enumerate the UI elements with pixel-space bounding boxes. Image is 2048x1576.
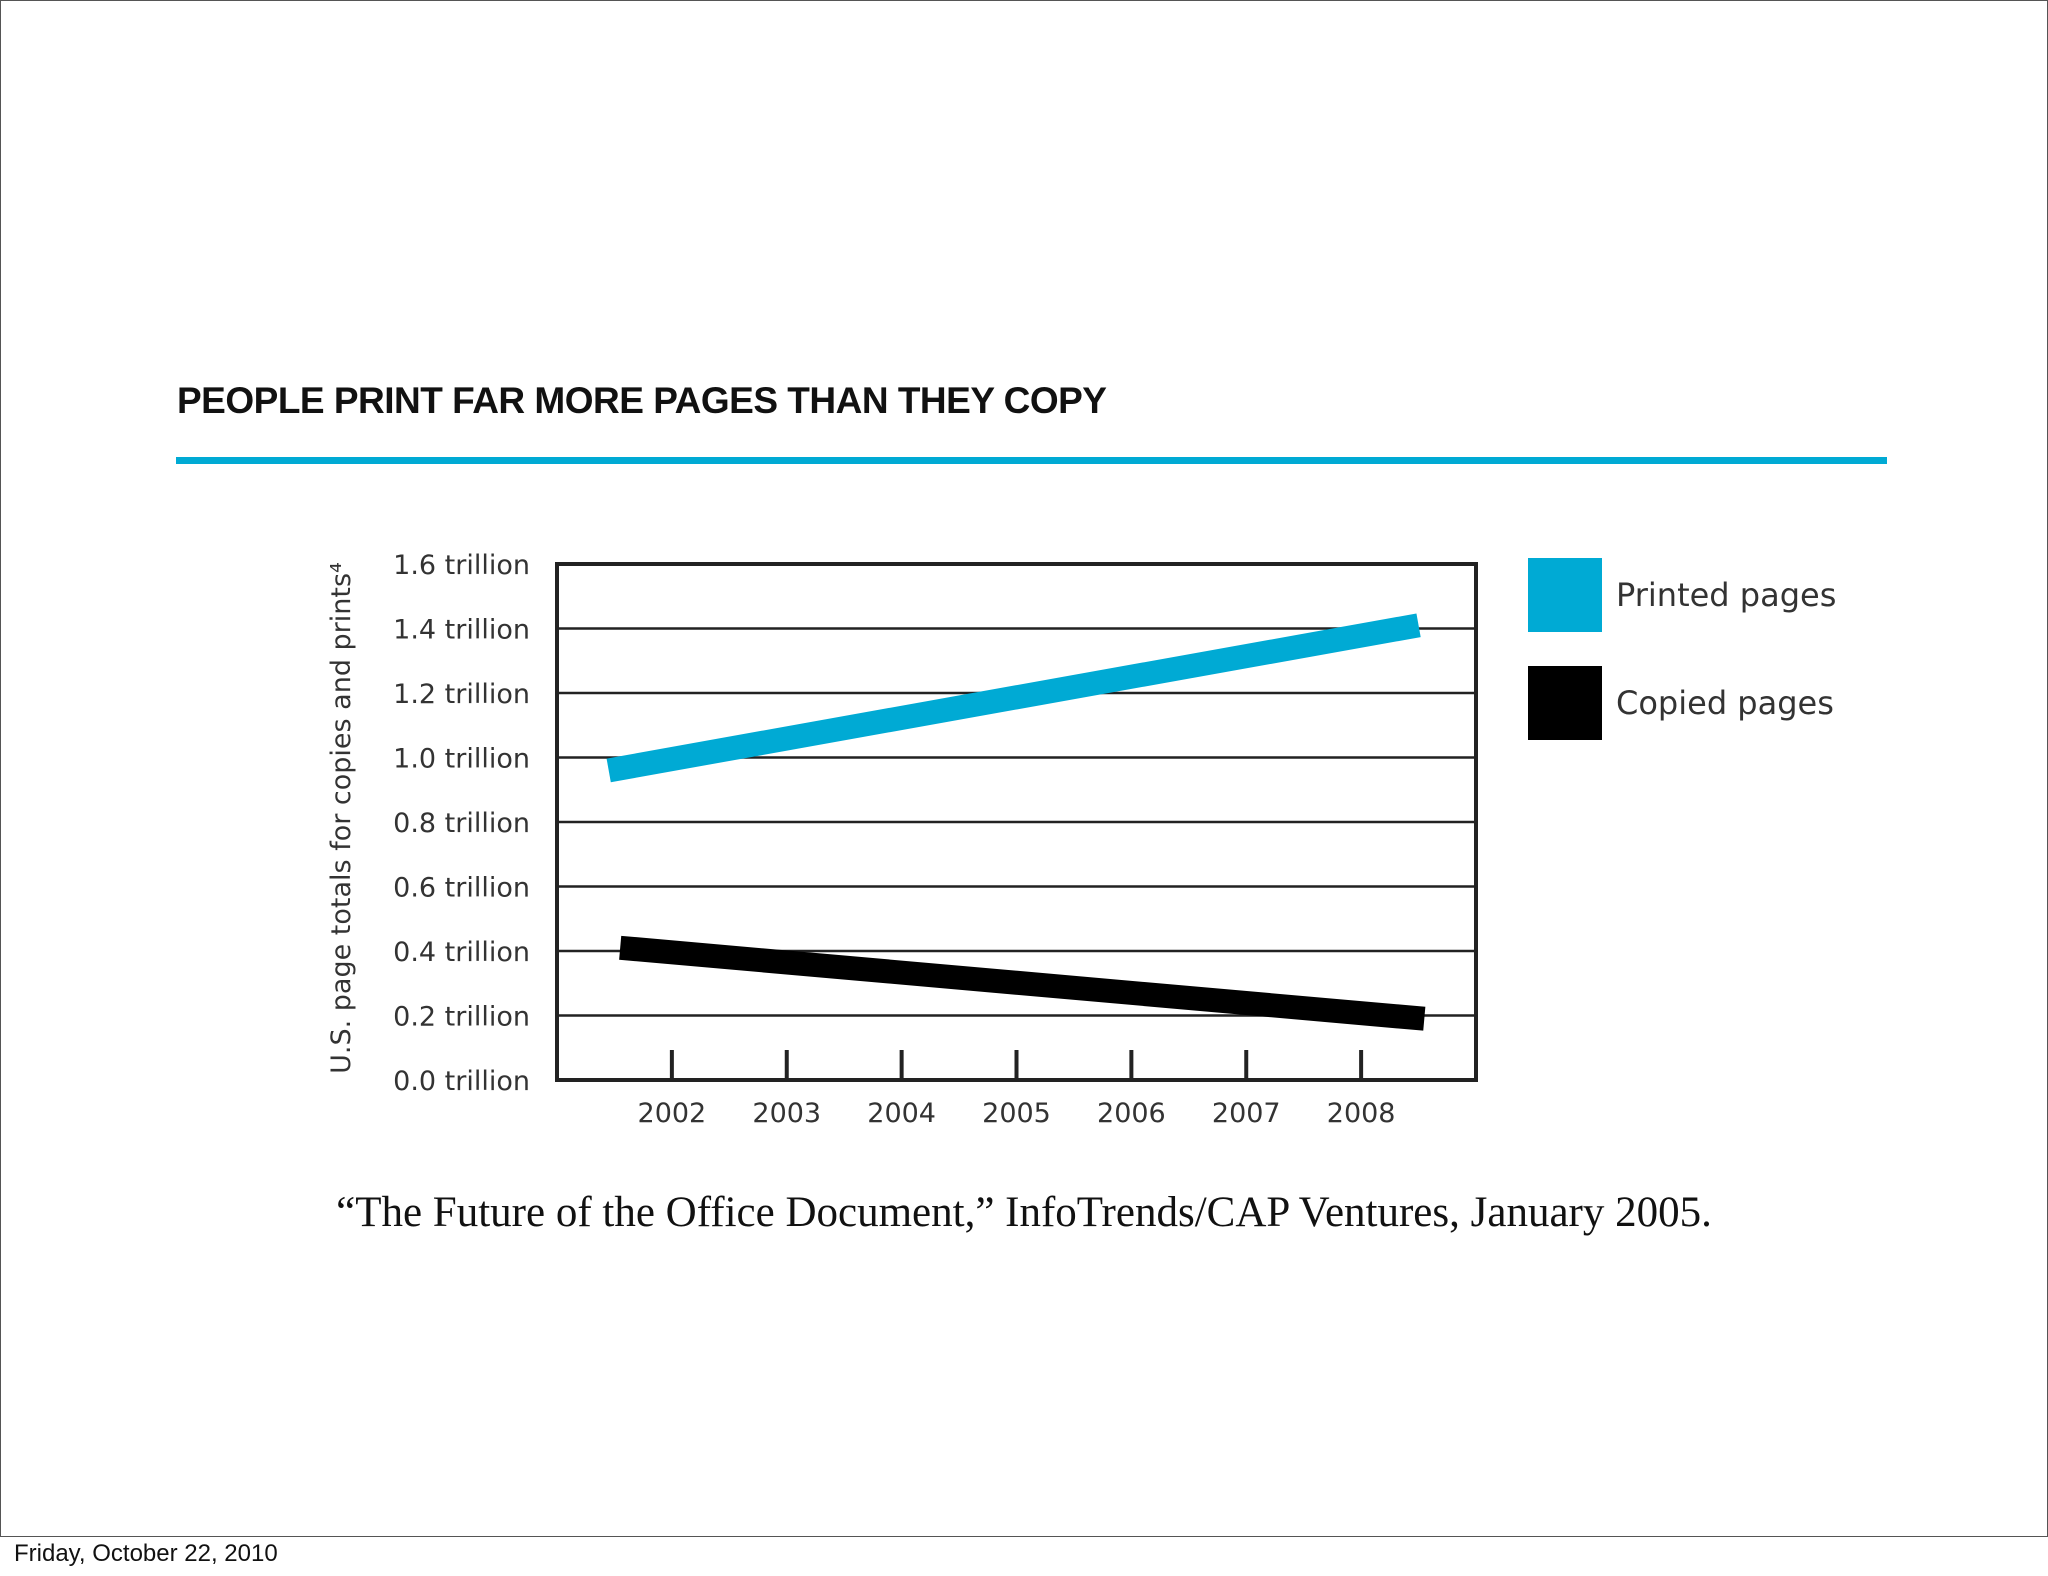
series-line-1 bbox=[619, 935, 1426, 1031]
y-tick-label: 1.4 trillion bbox=[393, 615, 530, 646]
series-lines bbox=[606, 613, 1426, 1031]
y-axis-label: U.S. page totals for copies and prints⁴ bbox=[326, 562, 357, 1074]
x-tick-label: 2002 bbox=[638, 1098, 707, 1129]
legend-label: Copied pages bbox=[1616, 684, 1834, 722]
y-tick-label: 1.2 trillion bbox=[393, 679, 530, 710]
y-tick-label: 1.0 trillion bbox=[393, 744, 530, 775]
y-tick-label: 0.6 trillion bbox=[393, 873, 530, 904]
x-tick-label: 2007 bbox=[1212, 1098, 1281, 1129]
citation-text: “The Future of the Office Document,” Inf… bbox=[336, 1189, 1712, 1236]
legend: Printed pages Copied pages bbox=[1528, 558, 1836, 740]
series-line-0 bbox=[606, 613, 1421, 783]
x-tick-label: 2003 bbox=[752, 1098, 821, 1129]
legend-label: Printed pages bbox=[1616, 576, 1836, 614]
legend-swatch bbox=[1528, 666, 1602, 740]
x-tick-label: 2006 bbox=[1097, 1098, 1166, 1129]
x-tick-label: 2004 bbox=[867, 1098, 936, 1129]
x-ticks bbox=[669, 1050, 1364, 1080]
legend-swatch bbox=[1528, 558, 1602, 632]
y-tick-label: 0.4 trillion bbox=[393, 937, 530, 968]
chart-title: PEOPLE PRINT FAR MORE PAGES THAN THEY CO… bbox=[177, 380, 1107, 421]
footer-date: Friday, October 22, 2010 bbox=[14, 1540, 278, 1567]
slide-frame bbox=[0, 0, 2048, 1537]
x-tick-label: 2005 bbox=[982, 1098, 1051, 1129]
y-tick-label: 0.0 trillion bbox=[393, 1066, 530, 1097]
y-tick-label: 0.8 trillion bbox=[393, 808, 530, 839]
y-tick-label: 1.6 trillion bbox=[393, 550, 530, 581]
y-tick-labels: 0.0 trillion 0.2 trillion 0.4 trillion 0.6 … bbox=[393, 550, 530, 1097]
y-tick-label: 0.2 trillion bbox=[393, 1002, 530, 1033]
title-rule bbox=[176, 457, 1887, 464]
x-tick-label: 2008 bbox=[1327, 1098, 1396, 1129]
x-tick-labels: 2002 2003 2004 2005 2006 2007 2008 bbox=[638, 1098, 1396, 1129]
